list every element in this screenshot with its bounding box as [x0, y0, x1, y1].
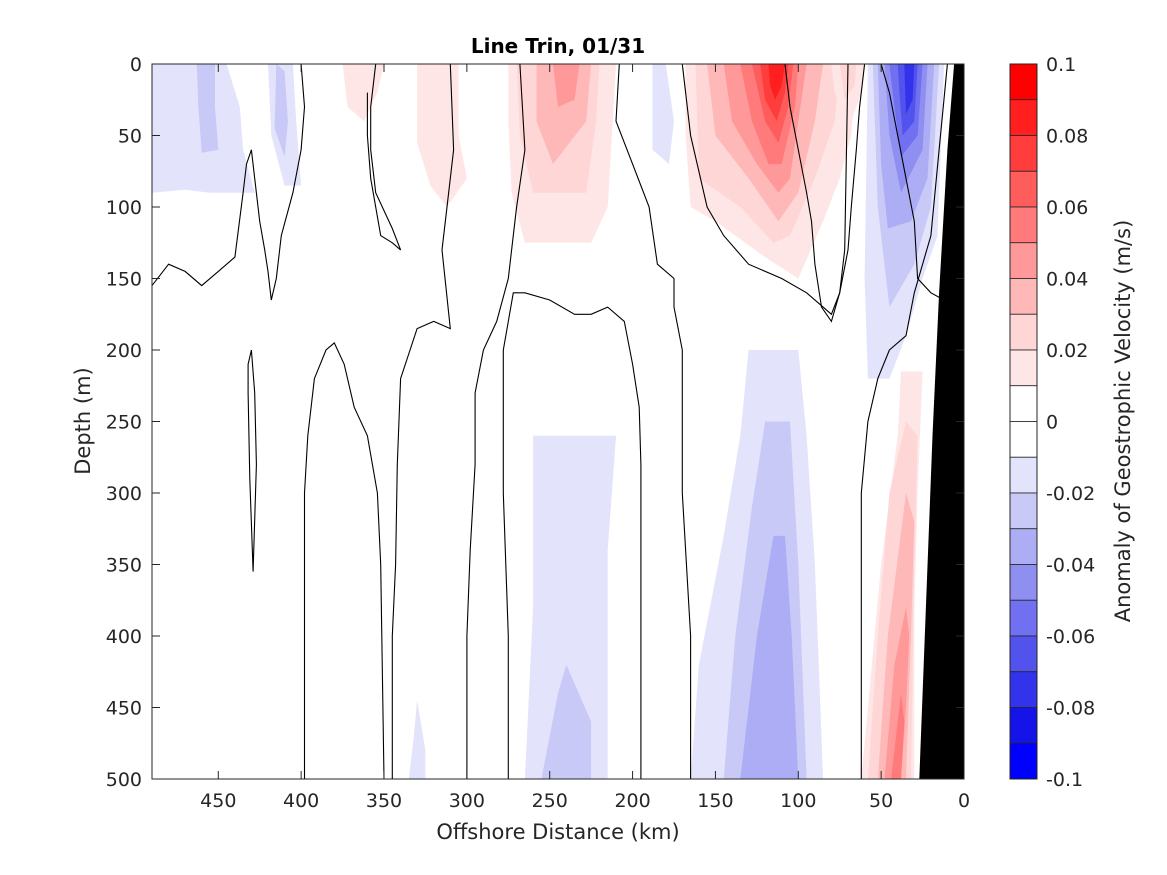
y-tick-label: 200: [106, 340, 142, 362]
contour-fill-5: [417, 64, 467, 207]
y-tick-label: 300: [106, 483, 142, 505]
y-tick-label: 450: [106, 698, 142, 720]
x-tick-label: 400: [283, 790, 319, 812]
x-tick-label: 300: [449, 790, 485, 812]
colorbar-band-11: [1009, 456, 1038, 494]
colorbar-tick-label: 0: [1046, 412, 1058, 434]
zero-contour-4: [366, 64, 402, 251]
colorbar-band-13: [1009, 528, 1038, 565]
contour-fill-9: [553, 64, 580, 107]
colorbar-band-15: [1009, 599, 1038, 637]
colorbar-tick-label: 0.04: [1046, 269, 1088, 291]
colorbar-band-18: [1009, 707, 1038, 744]
contour-fill-1: [196, 64, 219, 153]
seafloor-mask: [919, 64, 964, 779]
colorbar-tick-label: -0.08: [1046, 698, 1095, 720]
colorbar-title: Anomaly of Geostrophic Velocity (m/s): [1111, 220, 1135, 623]
plot-area: 450 400 350 300 250 200 150 100 50 0 050100150200…: [106, 54, 970, 812]
x-tick-label: 250: [532, 790, 568, 812]
colorbar-band-2: [1009, 135, 1038, 172]
colorbar-band-14: [1009, 564, 1038, 601]
chart-title: Line Trin, 01/31: [471, 34, 645, 58]
zero-contour-0: [152, 64, 306, 301]
colorbar-band-0: [1009, 63, 1038, 101]
x-axis-ticks: 450 400 350 300 250 200 150 100 50 0: [200, 64, 970, 812]
y-tick-label: 350: [106, 555, 142, 577]
y-axis-title: Depth (m): [71, 367, 95, 474]
colorbar-band-7: [1009, 313, 1038, 351]
zero-contour-1: [247, 349, 257, 572]
contour-fill-38: [891, 693, 905, 779]
y-tick-label: 150: [106, 269, 142, 291]
y-tick-label: 0: [130, 54, 142, 76]
colorbar-ticks: 0.1 0.08 0.06 0.04 0.02 0 -0.02 -0.04 -0.06 -0.08…: [1046, 54, 1095, 791]
zero-contour-2: [303, 342, 385, 779]
x-tick-label: 200: [614, 790, 650, 812]
x-tick-label: 100: [780, 790, 816, 812]
y-tick-label: 400: [106, 626, 142, 648]
colorbar-tick-label: -0.02: [1046, 483, 1095, 505]
colorbar-band-4: [1009, 206, 1038, 244]
zero-contour-7: [615, 64, 692, 779]
x-tick-label: 150: [697, 790, 733, 812]
colorbar-band-6: [1009, 278, 1038, 315]
y-tick-label: 100: [106, 197, 142, 219]
colorbar-tick-label: -0.04: [1046, 555, 1095, 577]
colorbar-tick-label: -0.1: [1046, 769, 1083, 791]
x-tick-label: 350: [366, 790, 402, 812]
x-tick-label: 450: [200, 790, 236, 812]
contour-fill-18: [768, 64, 785, 100]
colorbar-band-12: [1009, 492, 1038, 530]
x-tick-label: 50: [869, 790, 893, 812]
zero-contour-11: [860, 64, 948, 779]
colorbar-tick-label: -0.06: [1046, 626, 1095, 648]
colorbar-band-10: [1009, 421, 1038, 458]
colorbar-tick-label: 0.1: [1046, 54, 1076, 76]
contour-fill-32: [541, 664, 592, 779]
y-tick-label: 500: [106, 769, 142, 791]
zero-contour-8: [681, 64, 866, 316]
colorbar: 0.1 0.08 0.06 0.04 0.02 0 -0.02 -0.04 -0.06 -0.08…: [1009, 54, 1135, 791]
contour-fill-10: [652, 64, 674, 165]
colorbar-band-9: [1009, 385, 1038, 422]
y-tick-label: 50: [118, 126, 142, 148]
colorbar-band-8: [1009, 349, 1038, 387]
contour-fill-3: [274, 64, 288, 157]
colorbar-tick-label: 0.02: [1046, 340, 1088, 362]
contour-fill-31: [524, 435, 616, 779]
zero-contour-9: [784, 64, 849, 323]
y-axis-ticks: 0 50 100 150 200 250 300 350 400 450 500: [106, 54, 964, 791]
colorbar-frame: [1009, 63, 1038, 780]
contour-fill-33: [408, 700, 426, 779]
y-tick-label: 250: [106, 412, 142, 434]
colorbar-tick-label: 0.08: [1046, 126, 1088, 148]
contour-fill-30: [740, 535, 799, 779]
zero-contour-3: [391, 64, 455, 779]
colorbar-band-16: [1009, 635, 1038, 673]
colorbar-band-17: [1009, 671, 1038, 708]
zero-contour-5: [466, 64, 526, 779]
zero-contour-6: [502, 292, 642, 779]
colorbar-band-3: [1009, 170, 1038, 208]
colorbar-tick-label: 0.06: [1046, 197, 1088, 219]
colorbar-band-1: [1009, 99, 1038, 136]
colorbar-bands: [1009, 63, 1038, 780]
x-axis-title: Offshore Distance (km): [436, 820, 679, 844]
colorbar-band-19: [1009, 742, 1038, 780]
bathymetry-polygon: [919, 64, 964, 779]
contour-fill-27: [904, 64, 915, 115]
zero-contour-lines: [152, 64, 962, 779]
x-tick-label: 0: [958, 790, 970, 812]
contour-fill-8: [536, 64, 592, 165]
colorbar-band-5: [1009, 242, 1038, 279]
filled-contours: [152, 64, 945, 779]
